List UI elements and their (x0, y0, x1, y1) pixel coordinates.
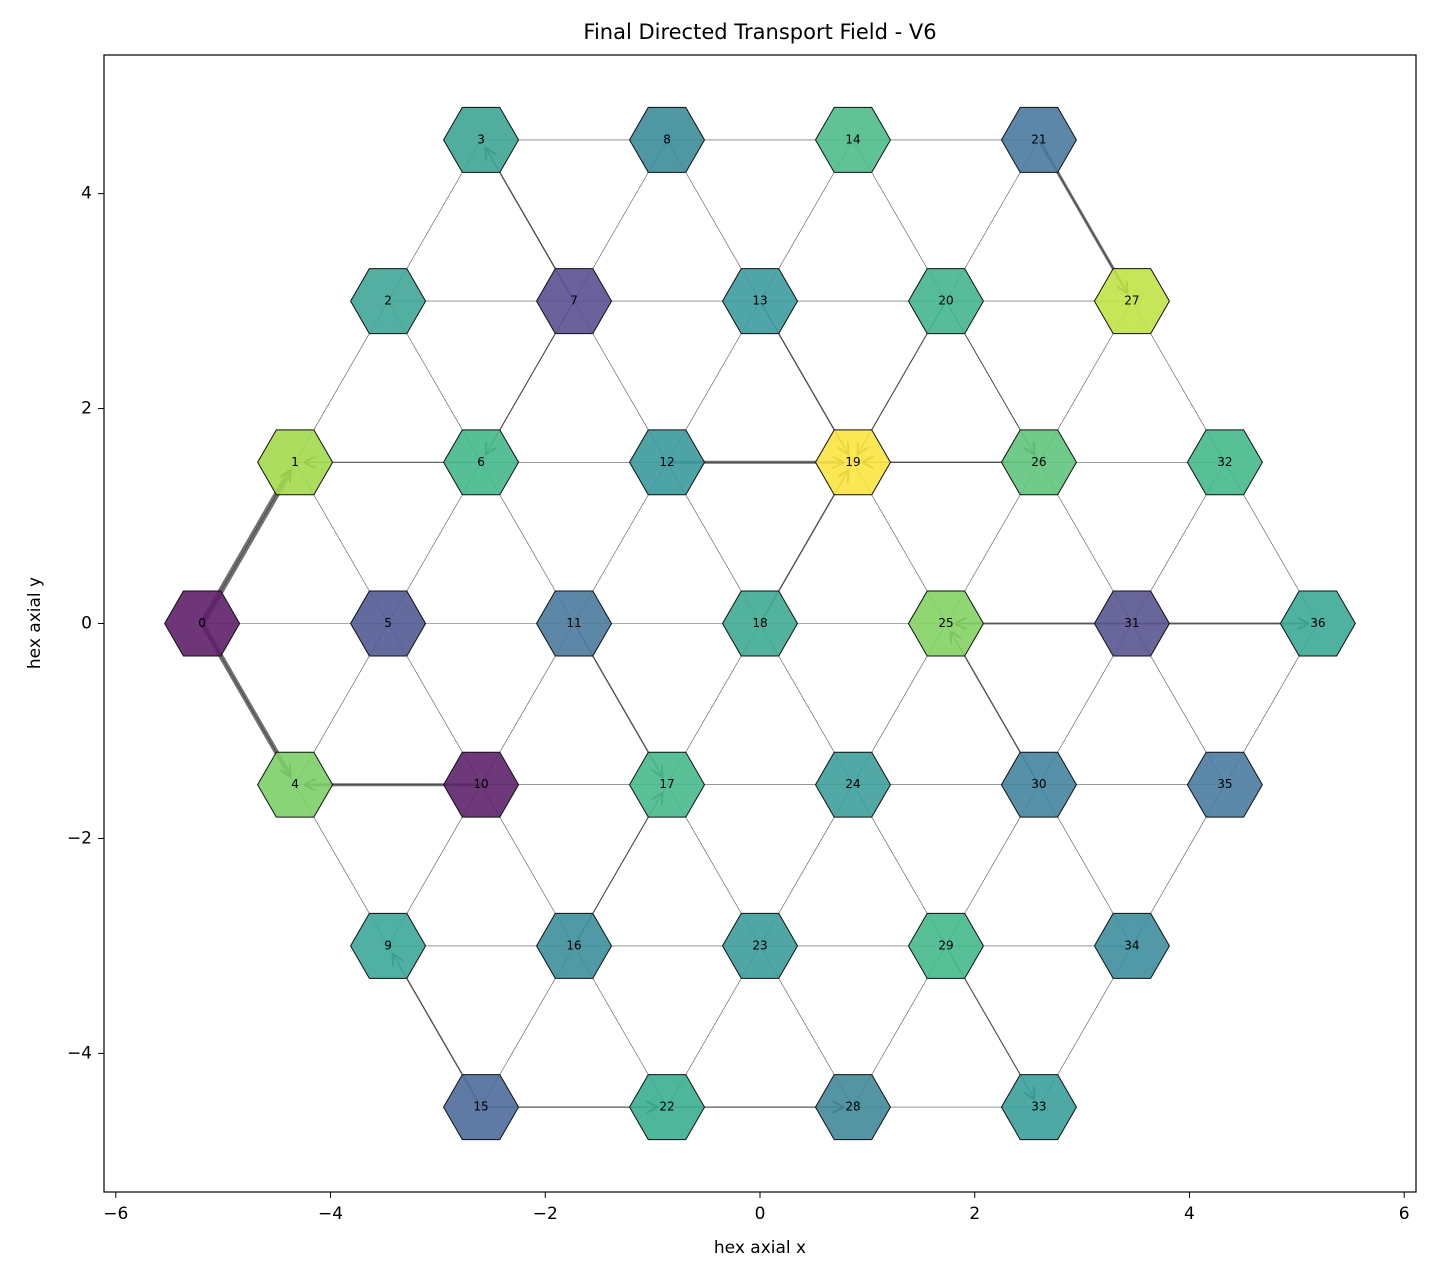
node-label: 25 (938, 616, 953, 630)
hex-node (350, 590, 427, 657)
hex-node (628, 429, 706, 496)
hex-node (1093, 268, 1170, 335)
hex-node (1000, 106, 1078, 173)
node-label: 4 (291, 777, 299, 791)
node-label: 29 (938, 938, 953, 952)
x-tick-label: −6 (103, 1204, 128, 1224)
node-label: 17 (659, 777, 674, 791)
hex-node (628, 1074, 706, 1141)
hex-node (1000, 429, 1078, 496)
node-label: 14 (845, 132, 860, 146)
node-label: 19 (845, 455, 860, 469)
hex-node (535, 912, 613, 979)
hex-node (1093, 912, 1170, 979)
node-label: 16 (566, 938, 581, 952)
node-label: 2 (384, 294, 392, 308)
hex-node (721, 912, 799, 979)
hex-node (257, 751, 334, 818)
hex-node (535, 590, 613, 657)
hex-node (907, 590, 985, 657)
hex-node (442, 429, 520, 496)
hex-node (1279, 590, 1356, 657)
chart-title: Final Directed Transport Field - V6 (583, 20, 936, 44)
node-label: 3 (477, 132, 485, 146)
node-label: 6 (477, 455, 485, 469)
node-label: 0 (198, 616, 206, 630)
node-label: 35 (1217, 777, 1232, 791)
y-tick-label: 2 (81, 399, 92, 419)
y-tick-label: −2 (67, 828, 92, 848)
node-label: 24 (845, 777, 860, 791)
node-label: 21 (1031, 132, 1046, 146)
node-label: 26 (1031, 455, 1046, 469)
node-label: 1 (291, 455, 299, 469)
x-tick-label: 4 (1184, 1204, 1195, 1224)
hex-node (164, 590, 241, 657)
hex-node (814, 429, 892, 496)
hex-node (1000, 751, 1078, 818)
hex-node (1186, 429, 1263, 496)
node-label: 28 (845, 1100, 860, 1114)
node-label: 33 (1031, 1100, 1046, 1114)
hex-node (1093, 590, 1170, 657)
node-label: 31 (1124, 616, 1139, 630)
hex-node (535, 268, 613, 335)
node-label: 11 (566, 616, 581, 630)
x-tick-label: 6 (1399, 1204, 1410, 1224)
node-label: 23 (752, 938, 767, 952)
node-label: 7 (570, 294, 578, 308)
y-tick-label: 4 (81, 184, 92, 204)
hex-node (814, 106, 892, 173)
node-label: 22 (659, 1100, 674, 1114)
hex-node (907, 268, 985, 335)
x-axis-label: hex axial x (714, 1238, 806, 1258)
hex-node (814, 1074, 892, 1141)
node-label: 18 (752, 616, 767, 630)
node-label: 20 (938, 294, 953, 308)
hex-node (721, 268, 799, 335)
hex-node (442, 106, 520, 173)
x-tick-label: 2 (969, 1204, 980, 1224)
hex-node (907, 912, 985, 979)
node-label: 10 (473, 777, 488, 791)
y-tick-label: 0 (81, 614, 92, 634)
node-label: 8 (663, 132, 671, 146)
node-label: 32 (1217, 455, 1232, 469)
node-label: 34 (1124, 938, 1139, 952)
hex-node (814, 751, 892, 818)
node-label: 36 (1310, 616, 1325, 630)
hex-node (350, 268, 427, 335)
node-label: 30 (1031, 777, 1046, 791)
hex-node (721, 590, 799, 657)
hex-node (442, 1074, 520, 1141)
hex-node (1000, 1074, 1078, 1141)
hex-node (628, 106, 706, 173)
x-tick-label: 0 (755, 1204, 766, 1224)
hex-node (628, 751, 706, 818)
node-label: 5 (384, 616, 392, 630)
node-label: 9 (384, 938, 392, 952)
y-tick-label: −4 (67, 1043, 92, 1063)
hex-node (1186, 751, 1263, 818)
node-label: 12 (659, 455, 674, 469)
node-label: 27 (1124, 294, 1139, 308)
x-tick-label: −2 (533, 1204, 558, 1224)
x-tick-label: −4 (318, 1204, 343, 1224)
hex-node (442, 751, 520, 818)
node-label: 15 (473, 1100, 488, 1114)
hex-node (350, 912, 427, 979)
node-label: 13 (752, 294, 767, 308)
hex-node (257, 429, 334, 496)
y-axis-label: hex axial y (25, 577, 45, 669)
